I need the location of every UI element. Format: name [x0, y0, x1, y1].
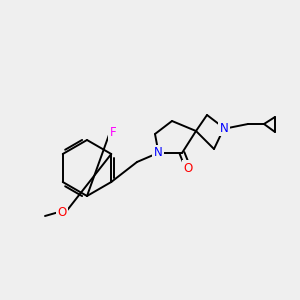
- Text: F: F: [110, 127, 116, 140]
- Text: O: O: [57, 206, 67, 218]
- Text: O: O: [183, 161, 193, 175]
- Text: N: N: [220, 122, 228, 134]
- Text: N: N: [154, 146, 162, 160]
